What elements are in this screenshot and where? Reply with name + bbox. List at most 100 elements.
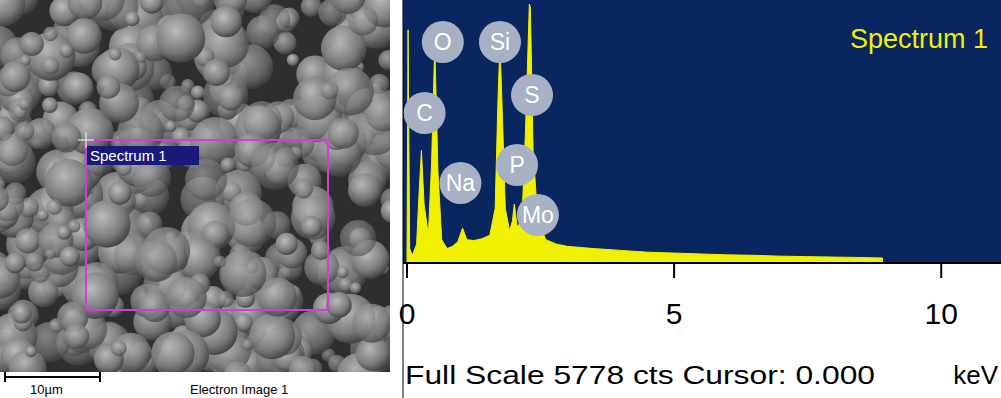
particle bbox=[43, 27, 58, 42]
particle bbox=[320, 81, 338, 99]
region-label: Spectrum 1 bbox=[90, 147, 167, 164]
particle bbox=[108, 181, 132, 205]
particle bbox=[59, 44, 73, 58]
peak-label: S bbox=[524, 82, 539, 108]
x-tick-label: 5 bbox=[666, 297, 683, 330]
particle bbox=[41, 57, 59, 75]
x-tick bbox=[673, 263, 675, 278]
particle bbox=[140, 0, 163, 14]
x-axis bbox=[403, 262, 1001, 264]
peak-label: Na bbox=[446, 170, 476, 196]
particle bbox=[0, 186, 9, 212]
particle bbox=[68, 0, 103, 20]
particle bbox=[350, 282, 361, 293]
particle bbox=[97, 75, 121, 99]
particle bbox=[109, 48, 122, 61]
image-caption: Electron Image 1 bbox=[190, 382, 288, 397]
particle bbox=[246, 15, 279, 48]
peak-label: O bbox=[434, 29, 452, 55]
particle bbox=[378, 50, 390, 70]
particle bbox=[185, 159, 227, 201]
particle bbox=[340, 220, 376, 256]
scale-bar-end bbox=[99, 372, 101, 382]
particle bbox=[156, 13, 205, 62]
particle bbox=[301, 216, 322, 237]
particle bbox=[135, 240, 177, 282]
scale-bar bbox=[5, 376, 100, 378]
particle bbox=[25, 252, 44, 271]
plot-background bbox=[403, 0, 1001, 262]
x-tick-label: 0 bbox=[399, 297, 416, 330]
particle bbox=[249, 313, 295, 359]
particle bbox=[46, 199, 62, 215]
particle bbox=[18, 98, 30, 110]
particle bbox=[0, 134, 28, 166]
x-tick bbox=[406, 263, 408, 278]
peak-label-bubble bbox=[404, 92, 446, 134]
particle bbox=[211, 6, 242, 37]
particle bbox=[37, 209, 49, 221]
particle bbox=[25, 346, 36, 357]
particle bbox=[63, 72, 93, 102]
particle bbox=[15, 228, 40, 253]
particle bbox=[252, 143, 299, 190]
particle bbox=[276, 233, 298, 255]
electron-image: Spectrum 1 bbox=[0, 0, 390, 372]
particle bbox=[381, 199, 390, 223]
particle bbox=[294, 179, 313, 198]
particle bbox=[326, 292, 352, 318]
x-tick-label: 10 bbox=[925, 297, 958, 330]
particle bbox=[165, 120, 177, 132]
peak-label-bubble bbox=[517, 194, 559, 236]
spectrum-area bbox=[407, 4, 882, 262]
particle bbox=[348, 173, 382, 207]
spectrum-region bbox=[86, 140, 328, 310]
scale-bar-end bbox=[4, 372, 6, 382]
peak-label-bubble bbox=[479, 21, 521, 63]
particle bbox=[287, 54, 299, 66]
particle bbox=[83, 200, 130, 247]
particle bbox=[0, 61, 31, 92]
image-background bbox=[0, 0, 390, 372]
scale-bar-label: 10µm bbox=[30, 382, 63, 397]
particle bbox=[45, 249, 55, 259]
peak-label: Si bbox=[490, 29, 510, 55]
peak-label-bubble bbox=[422, 21, 464, 63]
region-label-bg bbox=[87, 146, 199, 165]
particle bbox=[0, 101, 1, 114]
particle bbox=[166, 277, 207, 318]
particle bbox=[64, 324, 89, 349]
panel-border bbox=[403, 0, 404, 398]
crosshair bbox=[86, 132, 87, 148]
particle bbox=[5, 253, 26, 274]
particle bbox=[111, 340, 127, 356]
particle bbox=[328, 117, 359, 148]
particle bbox=[0, 0, 25, 26]
particle bbox=[135, 51, 147, 63]
peak-label: Mo bbox=[522, 202, 554, 228]
particle bbox=[60, 247, 80, 267]
peak-label: C bbox=[416, 100, 433, 126]
particle bbox=[159, 86, 195, 122]
particle bbox=[8, 98, 32, 122]
particle bbox=[218, 84, 244, 110]
particle bbox=[330, 0, 365, 14]
particle bbox=[11, 303, 31, 323]
particle bbox=[289, 356, 317, 372]
particle bbox=[214, 256, 226, 268]
particle bbox=[151, 332, 194, 372]
particle bbox=[139, 291, 170, 322]
particle bbox=[203, 59, 230, 86]
particle bbox=[224, 361, 252, 372]
peak-label-bubble bbox=[511, 74, 553, 116]
peak-label-bubble bbox=[496, 144, 538, 186]
x-tick bbox=[940, 263, 942, 278]
particle bbox=[52, 123, 81, 152]
plot-area bbox=[407, 4, 882, 262]
particle bbox=[227, 198, 276, 247]
particle bbox=[337, 266, 349, 278]
particle bbox=[20, 32, 44, 56]
particle bbox=[219, 250, 266, 297]
particle bbox=[352, 304, 390, 343]
particle bbox=[242, 339, 253, 350]
